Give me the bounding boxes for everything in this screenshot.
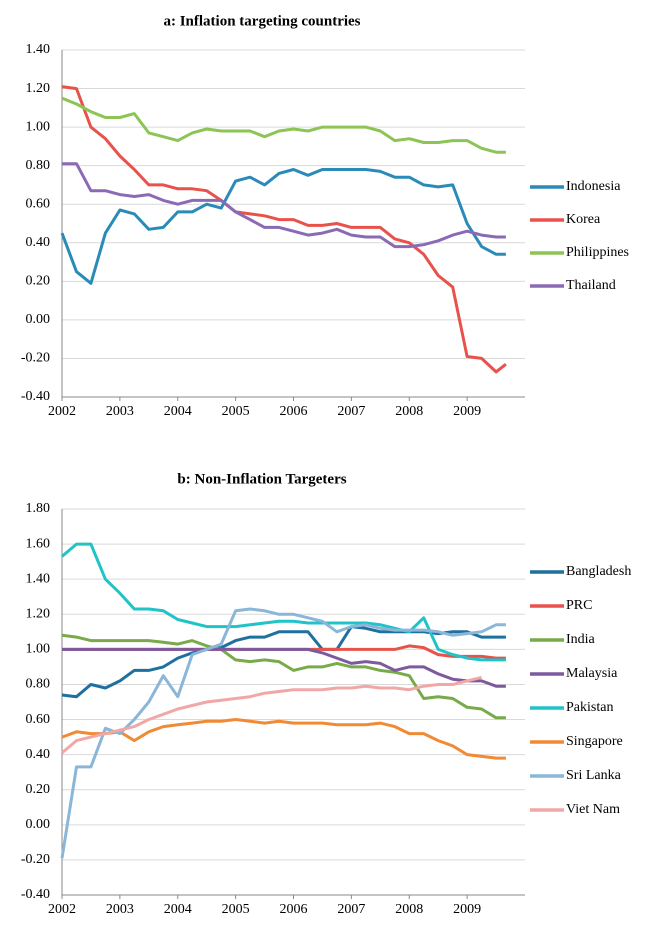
x-tick-label: 2003 [106,404,134,419]
x-tick-label: 2009 [453,902,481,917]
series-line [61,625,506,699]
x-tick-label: 2004 [164,404,192,419]
legend-label: Singapore [566,734,623,749]
legend-label: Malaysia [566,666,618,681]
series-line [60,607,506,859]
y-tick-label: 1.20 [26,81,51,96]
legend-label: Bangladesh [566,564,631,579]
y-tick-label: 1.00 [26,119,51,134]
x-tick-label: 2008 [395,902,423,917]
x-tick-label: 2002 [48,404,76,419]
legend-label: Pakistan [566,700,613,715]
y-tick-label: 0.20 [26,782,51,797]
y-tick-label: 1.00 [26,642,51,657]
y-tick-label: 0.20 [26,274,51,289]
series-line [62,647,506,688]
legend-label: Viet Nam [566,802,620,817]
series-line [61,675,482,755]
chart-title: b: Non-Inflation Targeters [177,471,346,487]
x-tick-label: 2005 [222,902,250,917]
y-tick-label: 1.20 [26,606,51,621]
y-tick-label: 0.00 [26,312,51,327]
chart-title: a: Inflation targeting countries [163,13,360,29]
x-tick-label: 2006 [280,404,308,419]
series-line [62,644,506,660]
x-tick-label: 2009 [453,404,481,419]
y-tick-label: 0.80 [26,158,51,173]
legend-label: India [566,632,596,647]
x-tick-label: 2003 [106,902,134,917]
x-tick-label: 2007 [337,404,365,419]
legend-label: PRC [566,598,592,613]
y-tick-label: 1.40 [26,42,51,57]
legend-label: Thailand [566,278,616,293]
legend-label: Indonesia [566,179,621,194]
x-tick-label: 2006 [280,902,308,917]
series-line [60,168,506,285]
x-tick-label: 2004 [164,902,192,917]
y-tick-label: 0.40 [26,747,51,762]
y-tick-label: 0.00 [26,817,51,832]
legend-label: Philippines [566,245,629,260]
series-line [61,542,506,662]
series-line [62,162,506,249]
x-tick-label: 2008 [395,404,423,419]
series-line [61,85,507,374]
y-tick-label: 0.40 [26,235,51,250]
y-tick-label: -0.40 [21,389,50,404]
y-tick-label: -0.40 [21,887,50,902]
series-line [61,718,506,760]
y-tick-label: -0.20 [21,852,50,867]
x-tick-label: 2002 [48,902,76,917]
y-tick-label: 0.60 [26,712,51,727]
series-line [61,96,506,154]
legend-label: Korea [566,212,601,227]
y-tick-label: 0.80 [26,677,51,692]
y-tick-label: 1.80 [26,501,51,516]
x-tick-label: 2005 [222,404,250,419]
x-tick-label: 2007 [337,902,365,917]
y-tick-label: -0.20 [21,351,50,366]
y-tick-label: 0.60 [26,196,51,211]
y-tick-label: 1.60 [26,536,51,551]
y-tick-label: 1.40 [26,571,51,586]
series-line [61,633,506,720]
legend-label: Sri Lanka [566,768,622,783]
